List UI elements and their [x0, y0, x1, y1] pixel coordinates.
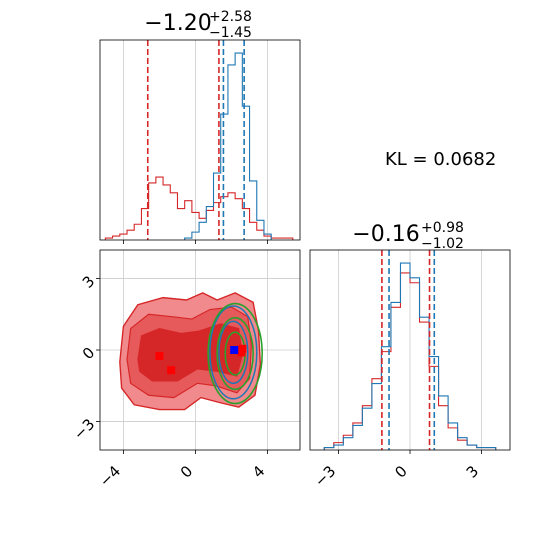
bottom-right-histogram-panel: −3 0 3 −0.16 +0.98 −1.02: [309, 220, 511, 490]
bottom-right-xticks: −3 0 3: [311, 450, 482, 490]
blue-marker: [230, 346, 239, 354]
blue-contour: [209, 305, 258, 400]
top-left-hist-blue: [184, 52, 272, 240]
top-left-xticks: [123, 240, 268, 244]
bottom-left-ytick-label: 3: [79, 272, 98, 291]
blue-contour: [218, 320, 249, 385]
bottom-left-xtick-label: 4: [249, 462, 268, 481]
green-contour: [207, 302, 263, 405]
top-left-hist-red: [104, 176, 294, 240]
top-left-histogram-plot: [104, 40, 294, 240]
green-contour: [216, 317, 254, 391]
top-left-grid: [123, 40, 268, 240]
bottom-right-xtick-label: −3: [311, 462, 339, 490]
red-marker: [167, 366, 176, 375]
bottom-left-contour-panel: −4 0 4 −3 0 3: [70, 249, 301, 490]
top-left-title-sup: +2.58: [209, 9, 252, 25]
red-marker: [237, 348, 246, 357]
top-left-axes-frame: [99, 39, 301, 241]
kl-text: KL = 0.0682: [385, 149, 496, 170]
bottom-left-ytick-label: −3: [70, 415, 98, 443]
bottom-right-histogram-plot: [323, 250, 497, 450]
bottom-right-title: −0.16: [352, 222, 419, 247]
bottom-right-hist-blue: [323, 262, 497, 450]
bottom-right-xtick-label: 3: [463, 462, 482, 481]
red-contour-inner: [137, 323, 243, 382]
top-left-title: −1.20: [144, 11, 211, 36]
bottom-right-title-sup: +0.98: [421, 220, 464, 236]
bottom-left-ytick-label: 0: [79, 344, 98, 363]
bottom-right-grid: [338, 250, 482, 450]
red-marker: [155, 351, 164, 360]
bottom-left-xtick-label: 0: [177, 462, 196, 481]
bottom-left-xtick-label: −4: [96, 462, 124, 490]
top-left-histogram-panel: −1.20 +2.58 −1.45: [99, 9, 301, 244]
bottom-right-title-sub: −1.02: [421, 236, 464, 252]
bottom-left-contour-plot: [119, 292, 263, 411]
top-left-title-sub: −1.45: [209, 25, 252, 41]
bottom-right-xtick-label: 0: [391, 462, 410, 481]
